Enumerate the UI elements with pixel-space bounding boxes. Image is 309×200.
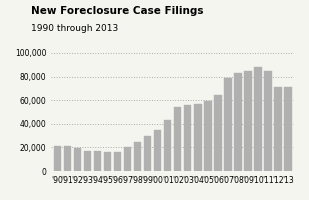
Bar (74, 148, 81, 171)
Bar (184, 105, 192, 171)
Bar (164, 120, 171, 171)
Bar (104, 152, 111, 171)
Bar (234, 73, 242, 171)
Bar (274, 87, 282, 171)
Bar (174, 107, 181, 171)
Bar (264, 71, 272, 171)
Bar (114, 152, 121, 171)
Bar (194, 104, 201, 171)
Bar (224, 78, 231, 171)
Text: New Foreclosure Case Filings: New Foreclosure Case Filings (31, 6, 203, 16)
Bar (64, 146, 71, 171)
Bar (144, 136, 151, 171)
Bar (254, 67, 262, 171)
Text: 1990 through 2013: 1990 through 2013 (31, 24, 118, 33)
Bar (284, 87, 292, 171)
Bar (154, 130, 161, 171)
Bar (204, 101, 212, 171)
Bar (244, 71, 252, 171)
Bar (124, 147, 131, 171)
Bar (214, 95, 222, 171)
Bar (54, 146, 61, 171)
Bar (94, 151, 101, 171)
Bar (84, 151, 91, 171)
Bar (134, 142, 141, 171)
